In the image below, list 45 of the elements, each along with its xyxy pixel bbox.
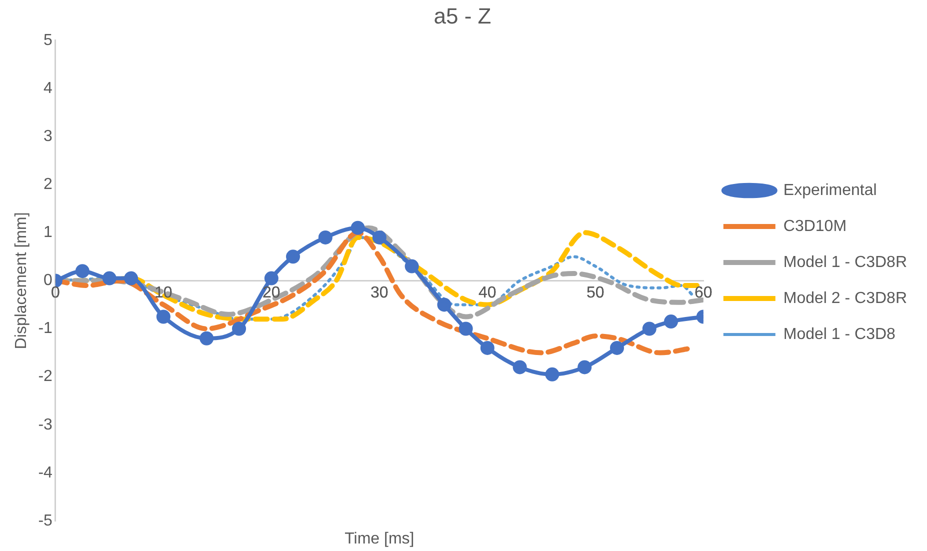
point [124,271,138,286]
y-tick-label: 2 [44,176,53,193]
y-tick-label: -1 [38,320,53,338]
point [156,310,170,324]
point [664,314,678,329]
point [75,264,90,278]
legend-label: Model 1 - C3D8 [783,326,896,343]
y-tick-label: 0 [44,272,53,290]
point [480,340,494,355]
chart-title: a5 - Z [434,3,492,28]
point [437,298,452,312]
point [200,331,214,346]
y-tick-label: 5 [44,32,53,49]
x-tick-label: 40 [478,284,496,302]
point [610,340,624,355]
point [232,322,246,336]
x-tick-label: 50 [586,284,604,302]
x-tick-label: 30 [370,284,388,302]
x-axis-title: Time [ms] [344,530,414,548]
x-tick-label: 20 [262,284,280,302]
y-tick-label: -4 [38,464,53,482]
legend-label: Model 2 - C3D8R [783,290,908,307]
y-tick-label: -3 [38,416,53,434]
point [286,250,300,264]
point [318,230,332,244]
y-tick-label: 4 [44,80,53,97]
point [102,271,116,286]
point [264,271,278,286]
point [372,230,386,244]
x-tick-label: 60 [694,284,712,302]
y-tick-label: 3 [44,128,53,145]
point [545,367,560,382]
point [578,360,592,374]
legend-label: C3D10M [783,218,847,235]
point [458,322,473,336]
y-tick-label: 1 [44,224,53,242]
point [350,220,365,235]
y-axis-title: Displacement [mm] [13,212,30,350]
point [512,360,527,374]
legend-label: Experimental [783,182,877,199]
point [404,259,419,274]
y-tick-label: -5 [38,512,53,530]
y-tick-label: -2 [38,368,53,386]
point [642,322,656,336]
legend-label: Model 1 - C3D8R [783,254,908,271]
